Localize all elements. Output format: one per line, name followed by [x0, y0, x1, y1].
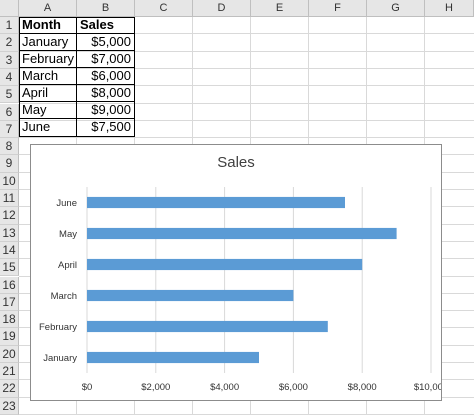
cell-month[interactable]: May	[19, 102, 77, 119]
gridline	[19, 413, 474, 415]
data-table	[19, 17, 135, 137]
x-tick-label: $10,000	[414, 382, 441, 393]
column-header-a[interactable]: A	[19, 0, 77, 17]
row-header-6[interactable]: 6	[0, 103, 19, 121]
row-header-4[interactable]: 4	[0, 68, 19, 87]
chart-x-tick-labels: $0 $2,000 $4,000 $6,000 $8,000 $10,000	[82, 382, 441, 393]
column-header-e[interactable]: E	[251, 0, 309, 17]
row-header-20[interactable]: 20	[0, 345, 19, 363]
column-header-f[interactable]: F	[309, 0, 367, 17]
row-header-22[interactable]: 22	[0, 380, 19, 398]
cell-sales[interactable]: $7,500	[77, 119, 135, 137]
cell-sales[interactable]: $7,000	[77, 51, 135, 68]
chart-bars	[87, 196, 397, 364]
category-label-may: May	[59, 229, 77, 240]
row-header-19[interactable]: 19	[0, 328, 19, 346]
cell-month[interactable]: April	[19, 85, 77, 102]
category-label-march: March	[51, 291, 77, 302]
column-header-g[interactable]: G	[367, 0, 425, 17]
row-header-5[interactable]: 5	[0, 86, 19, 104]
cell-month[interactable]: February	[19, 51, 77, 68]
category-label-february: February	[39, 322, 77, 333]
bar-march[interactable]	[87, 289, 294, 302]
column-header-b[interactable]: B	[77, 0, 135, 17]
cell-month[interactable]: January	[19, 34, 77, 51]
chart-gridlines	[86, 187, 432, 373]
row-header-8[interactable]: 8	[0, 138, 19, 156]
x-tick-label: $8,000	[348, 382, 377, 393]
row-header-1[interactable]: 1	[0, 17, 19, 35]
x-tick-label: $6,000	[279, 382, 308, 393]
row-header-2[interactable]: 2	[0, 34, 19, 52]
gridline	[19, 85, 474, 87]
gridline	[19, 137, 474, 139]
column-header-h[interactable]: H	[425, 0, 474, 17]
row-header-9[interactable]: 9	[0, 155, 19, 173]
row-header-12[interactable]: 12	[0, 207, 19, 225]
x-tick-label: $0	[82, 382, 93, 393]
bar-may[interactable]	[87, 227, 397, 240]
gridline	[19, 102, 474, 104]
row-header-18[interactable]: 18	[0, 311, 19, 329]
column-header-c[interactable]: C	[135, 0, 193, 17]
gridline	[19, 33, 474, 35]
x-tick-label: $2,000	[141, 382, 170, 393]
cell-sales[interactable]: $5,000	[77, 34, 135, 51]
header-month[interactable]: Month	[19, 17, 77, 34]
cell-sales[interactable]: $6,000	[77, 68, 135, 85]
category-label-january: January	[43, 353, 77, 364]
bar-april[interactable]	[87, 258, 363, 271]
select-all-corner[interactable]	[0, 0, 19, 17]
gridline	[19, 50, 474, 52]
row-header-14[interactable]: 14	[0, 241, 19, 260]
cell-sales[interactable]: $9,000	[77, 102, 135, 119]
column-header-d[interactable]: D	[193, 0, 251, 17]
row-header-10[interactable]: 10	[0, 172, 19, 190]
gridline	[19, 119, 474, 121]
row-header-13[interactable]: 13	[0, 224, 19, 242]
chart-canvas: Sales January February March April May June $…	[39, 154, 441, 393]
row-header-16[interactable]: 16	[0, 276, 19, 294]
cell-sales[interactable]: $8,000	[77, 85, 135, 102]
header-sales[interactable]: Sales	[77, 17, 135, 34]
cell-month[interactable]: June	[19, 119, 77, 137]
bar-june[interactable]	[87, 196, 345, 209]
chart-category-labels: January February March April May June	[39, 198, 77, 364]
category-label-april: April	[58, 260, 77, 271]
cell-month[interactable]: March	[19, 68, 77, 85]
row-header-15[interactable]: 15	[0, 259, 19, 277]
row-header-23[interactable]: 23	[0, 397, 19, 415]
row-header-7[interactable]: 7	[0, 120, 19, 139]
bar-february[interactable]	[87, 320, 328, 333]
sales-chart[interactable]: Sales January February March April May June $…	[30, 144, 442, 401]
chart-title[interactable]: Sales	[217, 154, 255, 171]
gridline	[19, 67, 474, 69]
row-header-11[interactable]: 11	[0, 190, 19, 208]
bar-january[interactable]	[87, 351, 259, 364]
row-header-3[interactable]: 3	[0, 51, 19, 69]
category-label-june: June	[56, 198, 77, 209]
row-header-17[interactable]: 17	[0, 293, 19, 312]
x-tick-label: $4,000	[210, 382, 239, 393]
row-header-21[interactable]: 21	[0, 363, 19, 381]
